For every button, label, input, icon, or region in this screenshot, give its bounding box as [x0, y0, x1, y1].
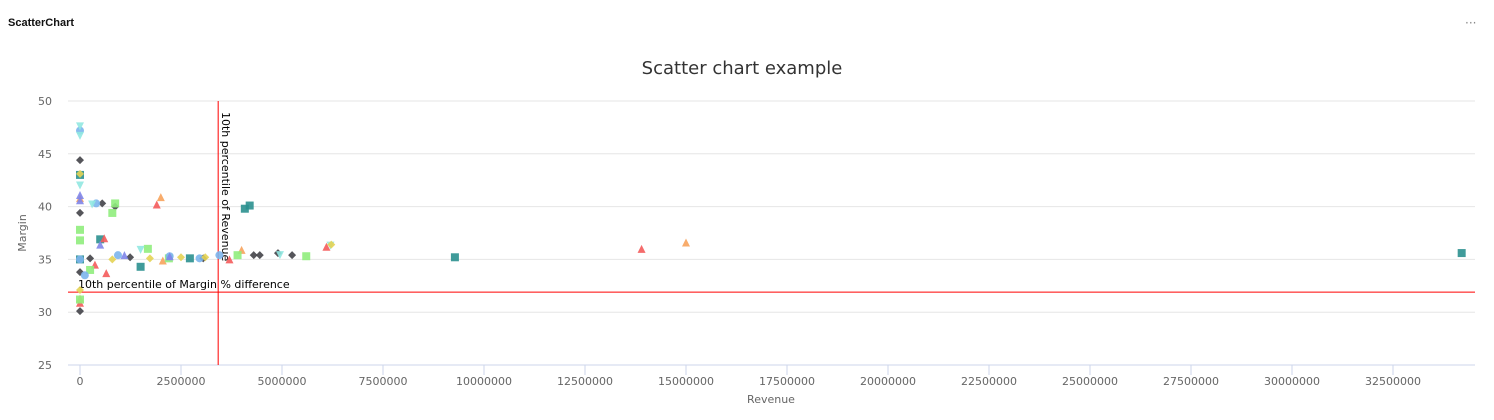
data-point	[76, 131, 84, 140]
y-tick-label: 25	[38, 359, 52, 372]
data-point	[682, 238, 690, 247]
data-point	[86, 265, 95, 274]
x-tick-label: 12500000	[557, 375, 613, 388]
x-tick-label: 7500000	[359, 375, 408, 388]
data-point	[136, 262, 145, 271]
data-point	[322, 242, 331, 251]
data-point	[450, 253, 459, 262]
data-point	[195, 254, 204, 263]
data-point	[249, 251, 258, 260]
data-point	[86, 254, 95, 263]
data-point	[156, 193, 165, 202]
x-tick-label: 27500000	[1163, 375, 1219, 388]
data-point	[76, 286, 84, 295]
x-tick-label: 15000000	[658, 375, 714, 388]
data-point	[327, 240, 336, 249]
data-point	[245, 201, 254, 210]
data-point	[96, 240, 105, 249]
x-tick-label: 2500000	[157, 375, 206, 388]
data-point	[120, 251, 129, 260]
data-point	[76, 181, 84, 190]
data-point	[76, 255, 84, 264]
data-point	[76, 208, 84, 217]
x-axis-label: Revenue	[747, 393, 795, 406]
x-tick-label: 10000000	[456, 375, 512, 388]
data-point	[100, 234, 109, 243]
data-point	[240, 204, 249, 213]
revenue-percentile-label: 10th percentile of Revenue	[219, 112, 232, 262]
data-point	[1457, 249, 1466, 258]
data-point	[136, 245, 145, 254]
ellipsis-icon[interactable]: ···	[1465, 16, 1477, 30]
data-point	[96, 235, 105, 244]
x-tick-label: 32500000	[1365, 375, 1421, 388]
data-point	[108, 255, 117, 264]
data-point	[302, 252, 311, 261]
widget-title: ScatterChart	[8, 17, 75, 29]
data-point	[88, 200, 97, 209]
data-point	[98, 199, 107, 208]
data-point	[225, 255, 234, 264]
data-point	[76, 122, 84, 131]
data-point	[165, 252, 174, 261]
data-point	[637, 244, 646, 253]
data-point	[215, 251, 224, 260]
data-point	[255, 251, 264, 260]
data-point	[152, 200, 161, 209]
data-point	[76, 196, 84, 205]
data-point	[108, 208, 117, 217]
data-point	[158, 256, 167, 265]
data-point	[288, 251, 297, 260]
y-tick-label: 30	[38, 306, 52, 319]
y-axis-label: Margin	[16, 214, 29, 252]
data-point	[126, 253, 135, 262]
data-point	[113, 251, 122, 260]
data-point	[275, 251, 284, 260]
data-point	[76, 236, 84, 245]
data-point	[76, 156, 84, 165]
x-tick-label: 22500000	[961, 375, 1017, 388]
x-tick-label: 5000000	[258, 375, 307, 388]
data-point	[76, 225, 84, 234]
x-tick-label: 20000000	[860, 375, 916, 388]
data-point	[76, 190, 84, 199]
data-point	[143, 244, 152, 253]
margin-percentile-label: 10th percentile of Margin % difference	[78, 278, 290, 291]
data-point	[185, 254, 194, 263]
data-point	[102, 269, 111, 278]
data-point	[111, 199, 120, 208]
data-point	[76, 169, 84, 178]
y-tick-label: 50	[38, 95, 52, 108]
data-point	[201, 253, 210, 262]
x-tick-label: 17500000	[759, 375, 815, 388]
data-point	[177, 253, 185, 262]
x-tick-label: 0	[77, 375, 84, 388]
data-point	[76, 295, 84, 304]
data-point	[145, 254, 154, 263]
x-tick-label: 30000000	[1264, 375, 1320, 388]
y-tick-label: 35	[38, 253, 52, 266]
x-tick-label: 25000000	[1062, 375, 1118, 388]
chart-title: Scatter chart example	[642, 58, 843, 79]
data-point	[233, 251, 242, 260]
data-point	[80, 271, 89, 280]
data-point	[76, 307, 84, 316]
y-tick-label: 45	[38, 148, 52, 161]
y-tick-label: 40	[38, 201, 52, 214]
